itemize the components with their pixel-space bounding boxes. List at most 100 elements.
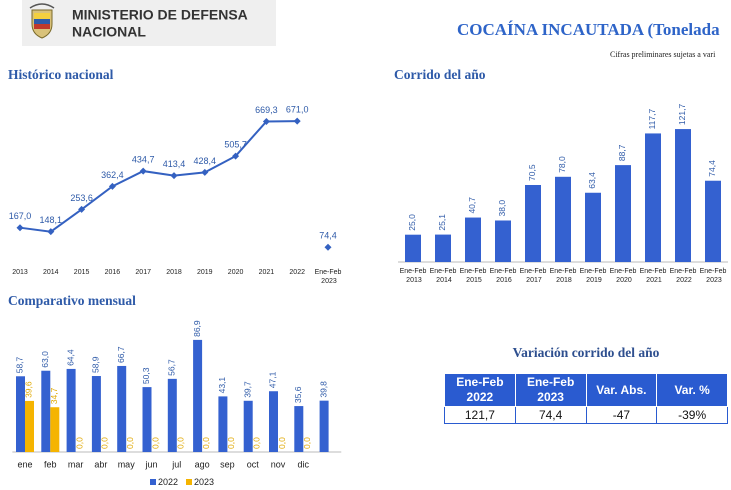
bar (465, 217, 481, 262)
table-cell: -39% (656, 406, 728, 424)
x-tick-label: 2015 (74, 269, 90, 276)
bar (243, 400, 253, 452)
data-label: 117,7 (647, 109, 657, 130)
legend-label: 2022 (158, 477, 178, 487)
marker (16, 224, 24, 232)
ministry-name: NACIONAL (72, 24, 146, 40)
x-tick-label: Ene-Feb 2020 (610, 268, 637, 284)
marker (293, 117, 301, 125)
x-tick-label: Ene-Feb 2017 (520, 268, 547, 284)
x-tick-label: Ene-Feb 2015 (460, 268, 487, 284)
x-tick-label: 2022 (289, 269, 305, 276)
data-label: 167,0 (9, 211, 32, 221)
data-label: 25,1 (437, 214, 447, 231)
bar (41, 370, 51, 452)
data-label: 63,0 (40, 351, 50, 368)
x-tick-label: Ene-Feb 2014 (430, 268, 457, 284)
data-label: 50,3 (141, 367, 151, 384)
x-tick-label: 2021 (259, 269, 275, 276)
bar (645, 133, 661, 262)
header-box (22, 0, 276, 46)
bar (405, 234, 421, 262)
x-tick-label: Ene-Feb 2016 (490, 268, 517, 284)
bar (142, 387, 152, 452)
table: Ene-Feb 2022 Ene-Feb 2023 Var. Abs. Var.… (444, 373, 728, 424)
data-label: 0,0 (251, 437, 261, 449)
data-label: 88,7 (617, 144, 627, 161)
x-tick-label: 2019 (197, 269, 213, 276)
x-tick-label: 2013 (12, 269, 28, 276)
data-label: 56,7 (167, 359, 177, 376)
table-header: Var. Abs. (585, 373, 658, 407)
marker (108, 182, 116, 190)
table-cell: 121,7 (444, 406, 516, 424)
data-label: 148,1 (40, 215, 63, 225)
marker (139, 167, 147, 175)
legend-swatch (150, 479, 156, 485)
x-tick-label: oct (247, 459, 260, 469)
marker (324, 243, 332, 251)
data-label: 0,0 (100, 437, 110, 449)
x-tick-label: nov (271, 459, 286, 469)
x-tick-label: Ene-Feb 2018 (550, 268, 577, 284)
data-label: 35,6 (293, 386, 303, 403)
data-label: 0,0 (277, 437, 287, 449)
data-label: 86,9 (192, 320, 202, 337)
data-label: 38,0 (497, 200, 507, 217)
bar (193, 339, 203, 452)
bar (269, 391, 278, 452)
data-label: 47,1 (268, 371, 278, 388)
bar (675, 129, 691, 262)
bar (25, 400, 34, 452)
data-label: 671,0 (286, 105, 309, 115)
logo (29, 3, 55, 39)
marker (170, 172, 178, 180)
x-tick-label: ago (195, 459, 210, 469)
x-tick-label: sep (220, 459, 235, 469)
bar (117, 365, 127, 452)
x-tick-label: Ene-Feb 2019 (580, 268, 607, 284)
bar (435, 234, 451, 262)
data-label: 74,4 (707, 160, 717, 177)
data-label: 0,0 (150, 437, 160, 449)
x-tick-label: 2014 (43, 269, 59, 276)
bar (91, 376, 101, 452)
data-label: 413,4 (163, 159, 186, 169)
x-tick-label: jun (144, 459, 157, 469)
data-label: 39,8 (318, 381, 328, 398)
marker (232, 152, 240, 160)
table-header: Var. % (656, 373, 728, 407)
data-label: 40,7 (467, 197, 477, 214)
data-label: 66,7 (116, 346, 126, 363)
data-label: 34,7 (49, 387, 59, 404)
bar (705, 180, 721, 262)
table-cell: -47 (585, 406, 658, 424)
data-label: 43,1 (217, 377, 227, 394)
chart-title: Corrido del año (394, 67, 486, 82)
bar (585, 192, 601, 262)
data-label: 58,9 (91, 356, 101, 373)
data-label: 25,0 (407, 214, 417, 231)
legend-label: 2023 (194, 477, 214, 487)
data-label: 74,4 (319, 231, 337, 241)
chart-title: Histórico nacional (8, 67, 114, 82)
bar (16, 376, 25, 452)
data-label: 362,4 (101, 170, 124, 180)
table-header: Ene-Feb 2023 (514, 373, 587, 407)
x-tick-label: Ene-Feb 2022 (670, 268, 697, 284)
data-label: 39,6 (24, 381, 34, 398)
data-label: 0,0 (201, 437, 211, 449)
marker (47, 228, 55, 236)
data-label: 253,6 (70, 193, 93, 203)
data-label: 78,0 (557, 156, 567, 173)
x-tick-label: Ene-Feb 2021 (640, 268, 667, 284)
bar (525, 184, 541, 262)
x-tick-label: Ene-Feb 2023 (315, 269, 342, 285)
line (19, 120, 298, 233)
data-label: 64,4 (65, 349, 75, 366)
table-title: Variación corrido del año (512, 345, 660, 360)
table-header: Ene-Feb 2022 (444, 373, 516, 407)
data-label: 39,7 (242, 381, 252, 398)
subtitle: Cifras preliminares sujetas a vari (610, 50, 716, 59)
